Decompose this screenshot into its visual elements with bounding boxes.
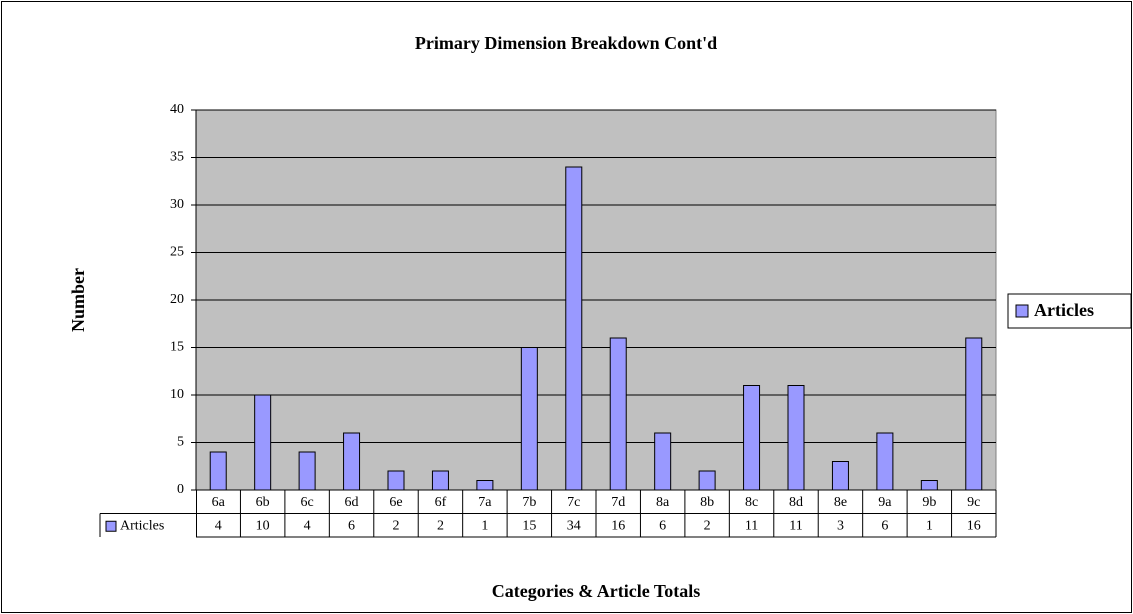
bar <box>520 347 538 491</box>
table-value: 6 <box>659 518 666 533</box>
bar <box>831 461 849 491</box>
x-tick-label: 7c <box>567 495 580 510</box>
bar <box>920 480 938 491</box>
y-tick-label: 10 <box>170 387 184 402</box>
x-tick-label: 6a <box>212 495 226 510</box>
x-tick-label: 6c <box>301 495 314 510</box>
y-tick-label: 40 <box>170 102 184 117</box>
x-tick-label: 6f <box>435 495 447 510</box>
bar <box>654 432 672 491</box>
x-tick-label: 8c <box>745 495 758 510</box>
x-tick-label: 9b <box>922 495 936 510</box>
y-tick-label: 35 <box>170 150 184 165</box>
x-tick-label: 8e <box>834 495 847 510</box>
x-tick-label: 8a <box>656 495 670 510</box>
bar <box>965 337 983 491</box>
bar <box>298 451 316 491</box>
table-value: 6 <box>348 518 355 533</box>
y-tick-label: 0 <box>177 482 184 497</box>
table-value: 11 <box>745 518 758 533</box>
bar <box>209 451 227 491</box>
table-value: 1 <box>481 518 488 533</box>
table-value: 2 <box>437 518 444 533</box>
bar <box>609 337 627 491</box>
table-value: 3 <box>837 518 844 533</box>
bar <box>698 470 716 491</box>
x-tick-label: 9a <box>878 495 892 510</box>
bar <box>343 432 361 491</box>
table-value: 4 <box>215 518 222 533</box>
x-tick-label: 7a <box>478 495 492 510</box>
x-axis-label: Categories & Article Totals <box>492 581 700 601</box>
legend-label: Articles <box>1034 300 1094 320</box>
table-value: 10 <box>256 518 270 533</box>
x-tick-label: 8d <box>789 495 803 510</box>
bar <box>876 432 894 491</box>
table-legend-key <box>105 520 117 532</box>
bar <box>387 470 405 491</box>
table-value: 2 <box>393 518 400 533</box>
table-value: 6 <box>881 518 888 533</box>
table-value: 16 <box>611 518 625 533</box>
x-tick-label: 6d <box>345 495 359 510</box>
y-tick-label: 25 <box>170 245 184 260</box>
bar <box>743 385 761 491</box>
y-tick-label: 20 <box>170 292 184 307</box>
table-value: 11 <box>789 518 802 533</box>
table-legend-label: Articles <box>120 518 164 533</box>
y-axis-label: Number <box>68 268 88 332</box>
table-value: 4 <box>304 518 311 533</box>
legend-key <box>1015 304 1029 318</box>
x-tick-label: 6e <box>389 495 402 510</box>
x-tick-label: 7d <box>611 495 625 510</box>
bar <box>787 385 805 491</box>
table-value: 15 <box>522 518 536 533</box>
bar <box>431 470 449 491</box>
bar <box>476 480 494 491</box>
table-value: 1 <box>926 518 933 533</box>
bar <box>254 394 272 491</box>
table-value: 16 <box>967 518 981 533</box>
x-tick-label: 6b <box>256 495 270 510</box>
y-tick-label: 15 <box>170 340 184 355</box>
y-tick-label: 30 <box>170 197 184 212</box>
table-value: 2 <box>704 518 711 533</box>
bar <box>565 166 583 491</box>
x-tick-label: 8b <box>700 495 714 510</box>
x-tick-label: 9c <box>967 495 980 510</box>
x-tick-label: 7b <box>522 495 536 510</box>
table-value: 34 <box>567 518 581 533</box>
y-tick-label: 5 <box>177 435 184 450</box>
chart-title: Primary Dimension Breakdown Cont'd <box>415 33 717 53</box>
